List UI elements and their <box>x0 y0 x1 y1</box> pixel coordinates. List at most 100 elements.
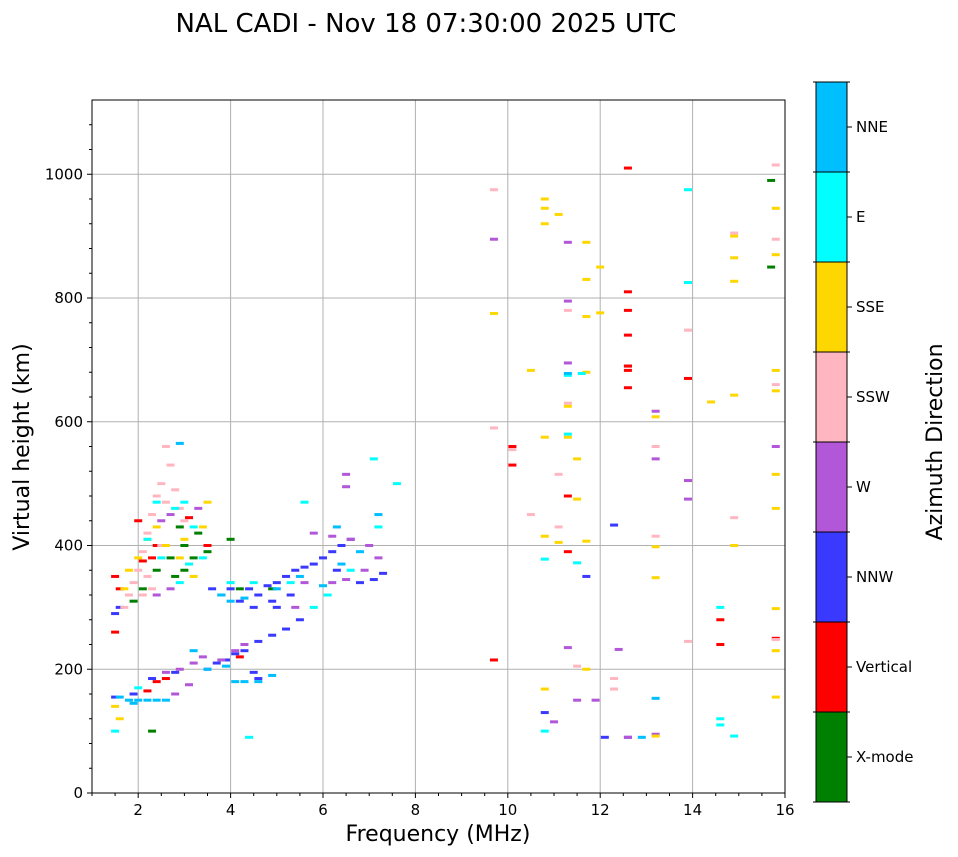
echo-point <box>240 680 249 684</box>
echo-point <box>540 557 549 561</box>
echo-point <box>508 463 517 467</box>
echo-point <box>120 605 129 609</box>
echo-point <box>614 647 623 651</box>
echo-point <box>577 371 586 375</box>
echo-point <box>489 188 498 192</box>
echo-point <box>245 735 254 739</box>
echo-point <box>365 544 374 547</box>
echo-point <box>582 539 591 543</box>
echo-point <box>231 652 240 656</box>
echo-point <box>767 178 776 182</box>
echo-point <box>337 562 346 566</box>
echo-point <box>771 607 780 611</box>
colorbar-segment <box>816 622 847 712</box>
chart-title: NAL CADI - Nov 18 07:30:00 2025 UTC <box>176 9 677 39</box>
echo-point <box>175 667 184 671</box>
echo-point <box>623 364 632 368</box>
colorbar-segment <box>816 262 847 352</box>
y-tick-label: 600 <box>54 413 83 431</box>
echo-point <box>540 711 549 715</box>
echo-point <box>217 593 226 597</box>
echo-point <box>323 593 332 597</box>
echo-point <box>185 516 194 520</box>
echo-point <box>623 333 632 337</box>
echo-point <box>115 717 124 721</box>
echo-point <box>111 612 120 616</box>
echo-point <box>623 166 632 170</box>
echo-point <box>328 550 337 554</box>
x-tick-label: 10 <box>498 801 517 819</box>
echo-point <box>175 581 184 585</box>
echo-point <box>369 578 378 582</box>
colorbar-segment <box>816 172 847 262</box>
echo-point <box>563 373 572 377</box>
colorbar-segment <box>816 712 847 802</box>
colorbar: X-mode Vertical NNW W SSW SSE E NNE <box>813 81 913 803</box>
echo-point <box>161 500 170 504</box>
echo-point <box>683 639 692 643</box>
echo-point <box>152 698 161 702</box>
echo-point <box>226 599 235 603</box>
echo-point <box>148 513 157 517</box>
echo-point <box>328 581 337 585</box>
echo-point <box>651 734 660 738</box>
echo-point <box>374 525 383 529</box>
echo-point <box>623 735 632 739</box>
echo-point <box>771 237 780 241</box>
echo-point <box>319 584 327 588</box>
echo-point <box>342 578 351 582</box>
echo-point <box>124 593 133 597</box>
echo-point <box>171 574 180 578</box>
echo-point <box>683 497 692 501</box>
echo-point <box>707 400 716 404</box>
echo-point <box>651 732 660 736</box>
echo-point <box>245 587 254 591</box>
colorbar-segment <box>816 82 847 172</box>
echo-point <box>143 689 152 693</box>
echo-point <box>203 667 212 671</box>
echo-point <box>730 734 739 738</box>
echo-point <box>369 457 378 461</box>
echo-point <box>240 596 249 600</box>
echo-point <box>254 677 263 681</box>
echo-point <box>240 649 249 653</box>
echo-point <box>582 240 591 244</box>
echo-point <box>249 581 258 585</box>
echo-point <box>134 698 143 702</box>
echo-point <box>143 574 152 578</box>
echo-point <box>540 206 549 210</box>
colorbar-label: E <box>856 208 865 226</box>
echo-point <box>166 513 175 517</box>
echo-point <box>226 587 235 591</box>
echo-point <box>268 633 277 637</box>
y-tick-label: 0 <box>73 784 83 802</box>
echo-point <box>161 698 170 702</box>
echo-point <box>148 729 157 733</box>
echo-point <box>166 463 175 467</box>
echo-point <box>129 692 138 696</box>
echo-point <box>143 531 152 535</box>
echo-point <box>300 581 309 585</box>
echo-point <box>203 500 212 504</box>
echo-point <box>161 677 170 681</box>
echo-point <box>134 519 143 523</box>
echo-point <box>540 534 549 538</box>
echo-point <box>240 643 249 646</box>
echo-point <box>212 661 221 665</box>
echo-point <box>263 584 272 588</box>
echo-point <box>152 500 161 504</box>
colorbar-label: SSW <box>856 388 890 406</box>
echo-point <box>268 673 277 677</box>
echo-point <box>157 519 166 523</box>
echo-point <box>180 544 189 547</box>
echo-point <box>526 368 535 372</box>
echo-point <box>771 638 780 642</box>
echo-point <box>138 559 147 563</box>
echo-point <box>291 605 300 609</box>
echo-point <box>203 550 212 554</box>
echo-point <box>272 587 281 591</box>
echo-point <box>573 561 582 565</box>
echo-point <box>148 556 157 560</box>
echo-point <box>489 658 498 662</box>
echo-point <box>540 435 549 439</box>
